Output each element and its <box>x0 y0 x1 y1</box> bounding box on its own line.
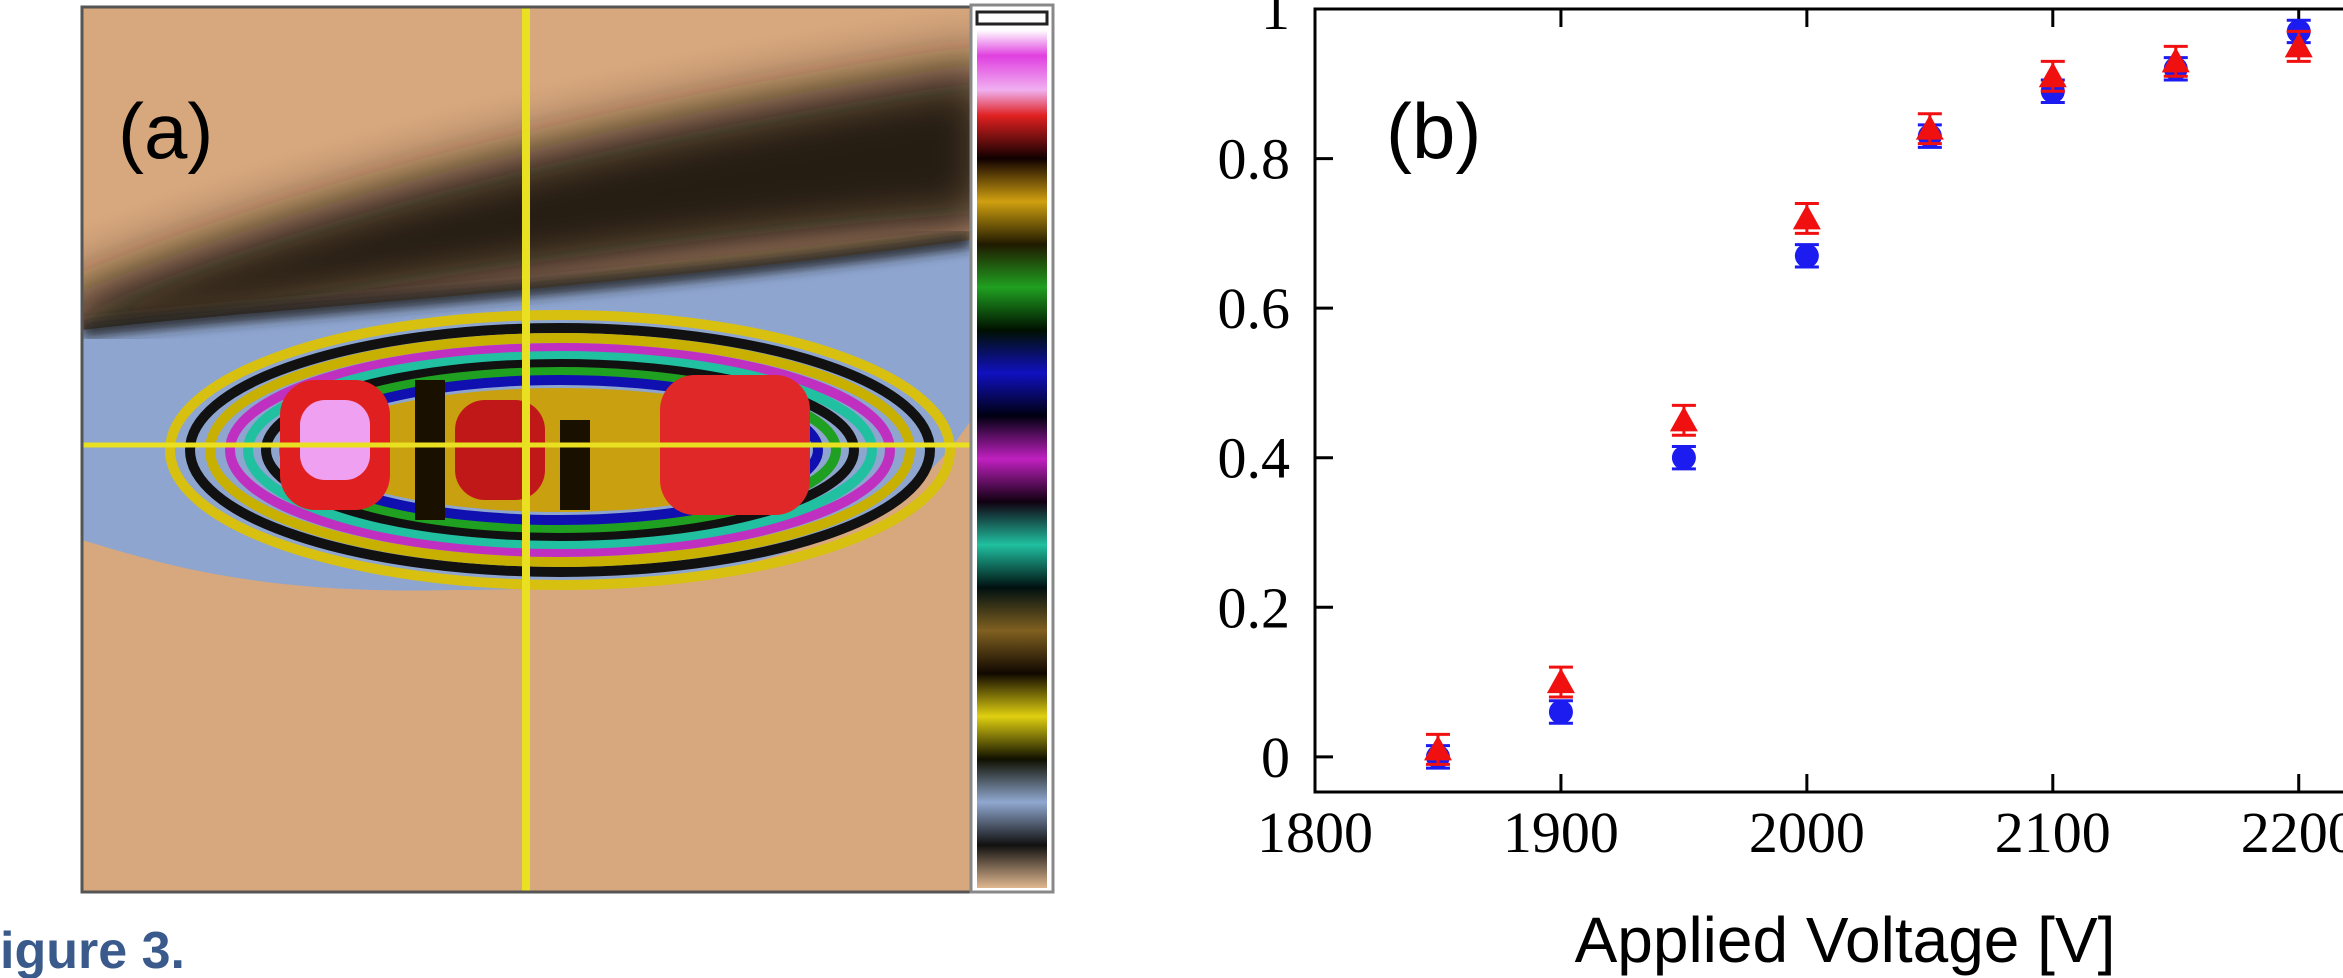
triangle-marker <box>1792 204 1821 230</box>
x-tick-label: 1900 <box>1503 800 1619 865</box>
x-tick-label: 2100 <box>1995 800 2111 865</box>
y-tick-label: 0.6 <box>1218 276 1291 341</box>
x-tick-label: 1800 <box>1257 800 1373 865</box>
triangle-marker <box>1423 735 1452 761</box>
scatter-plot: 1800 1900 2000 2100 2200 0 0.2 0.4 0.6 0.8 1 Applie… <box>1122 0 2343 976</box>
y-tick-label: 0.4 <box>1218 426 1291 491</box>
x-tick-label: 2200 <box>2241 800 2343 865</box>
y-tick-label: 1 <box>1261 0 1290 42</box>
triangle-marker <box>1546 668 1575 694</box>
circle-marker <box>1548 699 1573 724</box>
figure-caption: igure 3. <box>0 922 185 978</box>
plot-frame <box>1313 7 2343 794</box>
x-tick-label: 2000 <box>1749 800 1865 865</box>
triangle-marker <box>1915 114 1944 140</box>
y-axis-title: Coincidence efficiency <box>1122 82 1194 718</box>
y-tick-label: 0.8 <box>1218 127 1291 192</box>
circle-marker <box>1794 243 1819 268</box>
triangle-marker <box>1669 406 1698 432</box>
triangle-marker <box>2038 62 2067 88</box>
panel-label: (a) <box>118 87 213 175</box>
triangle-marker <box>2284 32 2313 58</box>
y-tick-label: 0.2 <box>1218 575 1291 640</box>
x-axis-title: Applied Voltage [V] <box>1575 904 2116 976</box>
y-tick-label: 0 <box>1261 725 1290 790</box>
beam-profile-image <box>80 3 1055 894</box>
panel-label: (b) <box>1386 87 1481 175</box>
triangle-marker <box>2161 47 2190 73</box>
circle-marker <box>1671 445 1696 470</box>
